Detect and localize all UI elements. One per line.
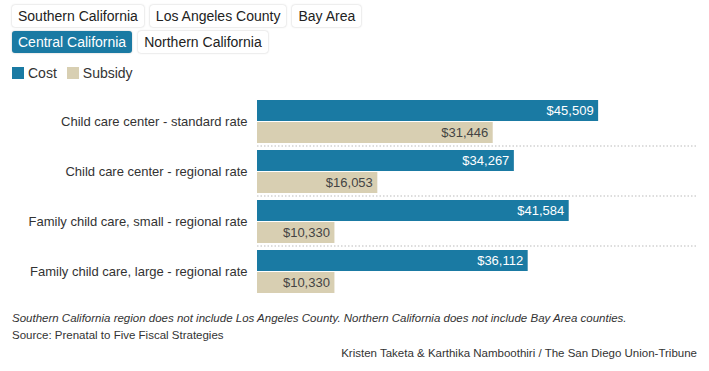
html-text:Central California: Central California xyxy=(18,34,127,50)
svg-text:$10,330: $10,330 xyxy=(283,225,330,240)
html-text:Los Angeles County: Los Angeles County xyxy=(155,8,281,24)
html-text:Bay Area: Bay Area xyxy=(298,8,356,24)
html-text:Cost: Cost xyxy=(28,65,57,81)
html-text:Subsidy: Subsidy xyxy=(82,65,133,81)
svg-text:Family child care, small - reg: Family child care, small - regional rate xyxy=(29,214,248,229)
html-text:Southern California region doe: Southern California region does not incl… xyxy=(12,312,627,324)
html-text:Southern California: Southern California xyxy=(18,8,138,24)
svg-text:Child care center - regional r: Child care center - regional rate xyxy=(65,164,247,179)
html-text:Northern California: Northern California xyxy=(144,34,262,50)
svg-text:$16,053: $16,053 xyxy=(326,175,373,190)
svg-text:Child care center - standard r: Child care center - standard rate xyxy=(61,114,247,129)
svg-text:$41,584: $41,584 xyxy=(517,203,564,218)
svg-text:$31,446: $31,446 xyxy=(441,125,488,140)
html-text:Kristen Taketa & Karthika Namb: Kristen Taketa & Karthika Namboothiri / … xyxy=(341,347,697,359)
svg-text:Family child care, large - reg: Family child care, large - regional rate xyxy=(30,264,247,279)
html-text:Source: Prenatal to Five Fisca: Source: Prenatal to Five Fiscal Strategi… xyxy=(12,329,224,341)
svg-text:$45,509: $45,509 xyxy=(547,103,594,118)
svg-text:$36,112: $36,112 xyxy=(477,253,523,268)
svg-text:$10,330: $10,330 xyxy=(283,275,330,290)
svg-text:$34,267: $34,267 xyxy=(462,153,509,168)
